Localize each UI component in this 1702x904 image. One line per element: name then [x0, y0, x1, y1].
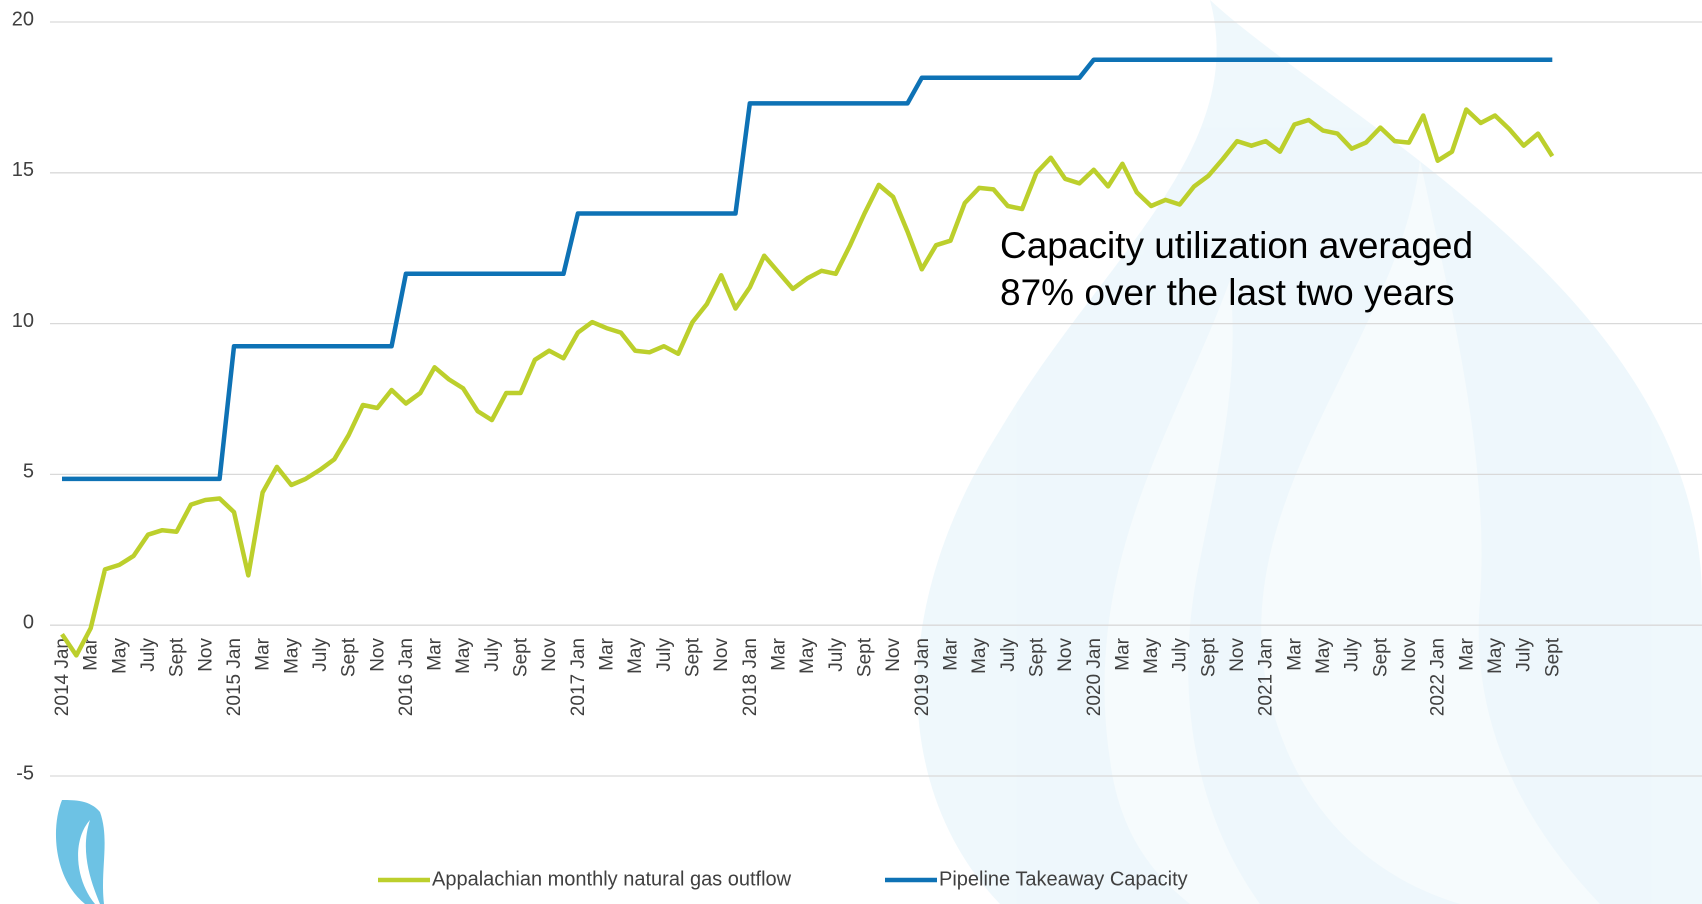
- x-tick-label: 2018 Jan: [740, 638, 761, 716]
- x-tick-label: Mar: [597, 637, 618, 670]
- x-tick-label: May: [1313, 638, 1334, 674]
- x-tick-label: July: [1170, 638, 1191, 672]
- x-tick-label: July: [1342, 638, 1363, 672]
- legend-label: Appalachian monthly natural gas outflow: [432, 868, 792, 890]
- x-tick-label: 2020 Jan: [1084, 638, 1105, 716]
- x-tick-label: Sept: [339, 637, 360, 677]
- annotation: Capacity utilization averaged: [1000, 225, 1473, 266]
- x-tick-label: Mar: [769, 637, 790, 670]
- x-tick-label: Nov: [1399, 638, 1420, 672]
- x-tick-label: Mar: [1456, 637, 1477, 670]
- x-tick-label: May: [1141, 638, 1162, 674]
- x-tick-label: Mar: [1112, 637, 1133, 670]
- flame-shape: [1261, 160, 1600, 904]
- x-tick-label: Mar: [940, 637, 961, 670]
- x-tick-label: May: [109, 638, 130, 674]
- x-tick-label: May: [1485, 638, 1506, 674]
- x-tick-label: Nov: [539, 638, 560, 672]
- x-tick-label: May: [453, 638, 474, 674]
- series-line: [62, 57, 1553, 482]
- x-tick-label: Mar: [1284, 637, 1305, 670]
- x-tick-label: Sept: [1542, 637, 1563, 677]
- y-tick-label: 0: [23, 611, 34, 633]
- x-tick-label: May: [797, 638, 818, 674]
- x-tick-label: July: [826, 638, 847, 672]
- x-tick-label: July: [998, 638, 1019, 672]
- x-tick-label: Nov: [1055, 638, 1076, 672]
- x-tick-label: Nov: [883, 638, 904, 672]
- x-tick-label: Nov: [195, 638, 216, 672]
- x-tick-label: 2014 Jan: [52, 638, 73, 716]
- x-tick-label: Mar: [425, 637, 446, 670]
- y-tick-label: 5: [23, 461, 34, 483]
- legend-label: Pipeline Takeaway Capacity: [939, 868, 1188, 890]
- x-tick-label: 2015 Jan: [224, 638, 245, 716]
- y-tick-label: 20: [12, 8, 34, 30]
- logo: [55, 800, 105, 904]
- annotation: 87% over the last two years: [1000, 272, 1455, 313]
- x-tick-label: May: [625, 638, 646, 674]
- x-tick-label: July: [482, 638, 503, 672]
- plot-area: -5 0 5 10 15 20 2014 Jan Mar May July Sept Nov 2015 …: [12, 8, 1702, 890]
- flame-shape: [1104, 280, 1260, 904]
- x-tick-label: Sept: [511, 637, 532, 677]
- x-tick-label: Mar: [253, 637, 274, 670]
- x-tick-label: May: [969, 638, 990, 674]
- x-tick-label: July: [138, 638, 159, 672]
- x-tick-label: Nov: [367, 638, 388, 672]
- y-tick-label: 15: [12, 159, 34, 181]
- x-tick-label: 2021 Jan: [1256, 638, 1277, 716]
- x-tick-label: Nov: [1227, 638, 1248, 672]
- x-tick-label: Nov: [711, 638, 732, 672]
- x-tick-label: May: [281, 638, 302, 674]
- x-tick-label: Mar: [81, 637, 102, 670]
- x-tick-label: Sept: [1026, 637, 1047, 677]
- watermark: [917, 0, 1702, 904]
- x-tick-label: Sept: [167, 637, 188, 677]
- x-tick-label: Sept: [1198, 637, 1219, 677]
- x-tick-label: 2016 Jan: [396, 638, 417, 716]
- y-tick-label: -5: [16, 762, 34, 784]
- x-tick-label: 2019 Jan: [912, 638, 933, 716]
- logo-mark: [55, 800, 105, 904]
- x-tick-label: Sept: [683, 637, 704, 677]
- x-tick-label: July: [654, 638, 675, 672]
- x-tick-label: July: [310, 638, 331, 672]
- x-tick-label: Sept: [1370, 637, 1391, 677]
- x-tick-label: 2017 Jan: [568, 638, 589, 716]
- x-tick-label: 2022 Jan: [1428, 638, 1449, 716]
- series-line: [60, 107, 1555, 658]
- x-tick-label: July: [1514, 638, 1535, 672]
- y-tick-label: 10: [12, 310, 34, 332]
- x-tick-label: Sept: [854, 637, 875, 677]
